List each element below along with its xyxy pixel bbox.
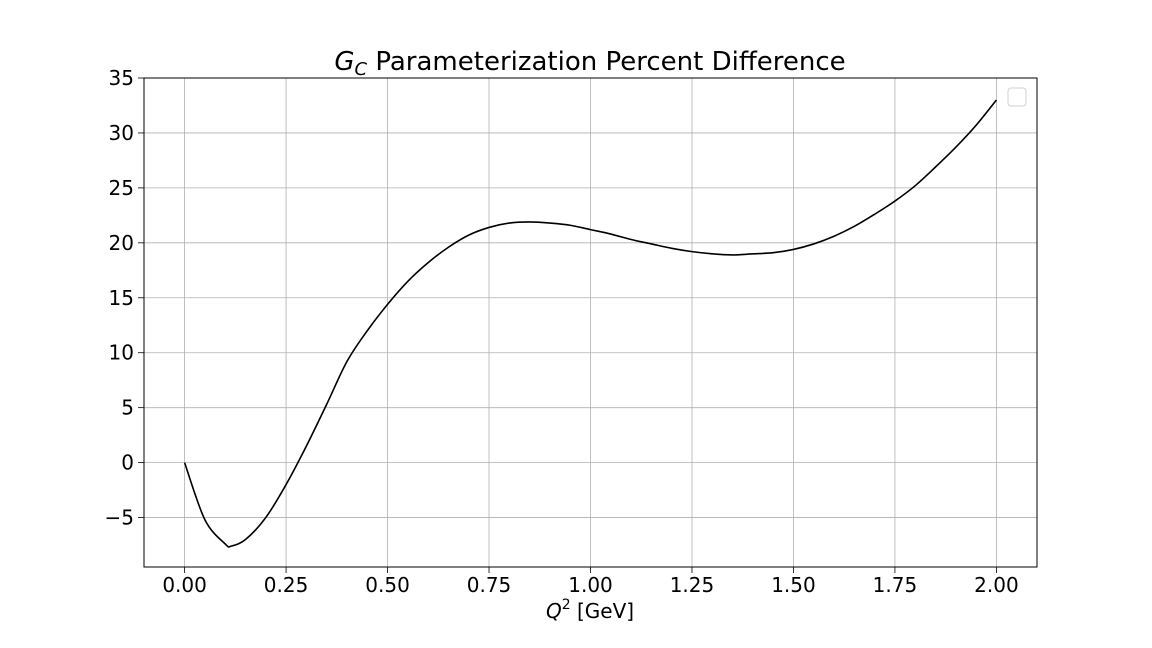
y-tick-label: 5 [121, 396, 134, 420]
y-tick-label: 0 [121, 451, 134, 475]
x-tick-label: 0.00 [162, 573, 207, 597]
y-tick-label: −5 [105, 506, 134, 530]
y-tick-label: 30 [109, 121, 134, 145]
x-tick-label: 1.00 [568, 573, 613, 597]
title-subscript: C [355, 59, 368, 80]
y-tick-label: 35 [109, 66, 134, 90]
title-main: G [334, 47, 354, 77]
x-tick-label: 1.75 [873, 573, 918, 597]
y-tick-label: 10 [109, 341, 134, 365]
x-tick-label: 1.25 [670, 573, 715, 597]
series-layer [183, 99, 998, 548]
y-tick-label: 25 [109, 176, 134, 200]
y-tick-label: 15 [109, 286, 134, 310]
axis-ticks: 0.00 0.25 0.50 0.75 1.00 1.25 1.50 1.75 2.00 −5 0 5… [105, 66, 1019, 597]
x-axis-label: Q2 [GeV] [546, 597, 634, 623]
x-tick-label: 0.25 [264, 573, 309, 597]
title-rest: Parameterization Percent Difference [367, 47, 846, 77]
y-tick-label: 20 [109, 231, 134, 255]
x-tick-label: 0.50 [365, 573, 410, 597]
xlabel-superscript: 2 [562, 597, 571, 613]
x-tick-label: 2.00 [974, 573, 1019, 597]
x-tick-label: 1.50 [771, 573, 816, 597]
xlabel-main: Q [546, 599, 562, 623]
chart-title: GC Parameterization Percent Difference [334, 47, 845, 80]
x-tick-label: 0.75 [467, 573, 512, 597]
series-line [183, 99, 998, 548]
grid [144, 77, 1037, 567]
xlabel-rest: [GeV] [571, 599, 634, 623]
legend-box [1007, 87, 1027, 107]
